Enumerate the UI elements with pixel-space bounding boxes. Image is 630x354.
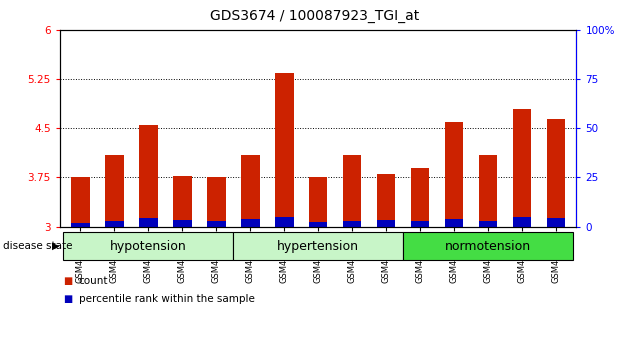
Bar — [241, 219, 260, 227]
Bar — [547, 119, 565, 227]
Bar — [513, 109, 532, 227]
Bar — [479, 221, 498, 227]
Bar — [445, 219, 464, 227]
Text: ■: ■ — [63, 276, 72, 286]
Bar — [309, 177, 328, 227]
FancyBboxPatch shape — [233, 232, 403, 261]
Bar — [207, 177, 226, 227]
Bar — [377, 220, 396, 227]
Bar — [343, 221, 362, 227]
Bar — [343, 154, 362, 227]
Bar — [71, 177, 89, 227]
Bar — [241, 154, 260, 227]
Bar — [173, 176, 192, 227]
Text: hypertension: hypertension — [277, 240, 359, 252]
Text: disease state: disease state — [3, 241, 72, 251]
Bar — [445, 122, 464, 227]
Bar — [513, 217, 532, 227]
Text: count: count — [79, 276, 108, 286]
Bar — [411, 221, 430, 227]
Bar — [411, 168, 430, 227]
Text: ▶: ▶ — [52, 241, 59, 251]
Bar — [207, 221, 226, 227]
Text: percentile rank within the sample: percentile rank within the sample — [79, 294, 255, 304]
Text: normotension: normotension — [445, 240, 531, 252]
Bar — [377, 174, 396, 227]
Bar — [309, 222, 328, 227]
Text: GDS3674 / 100087923_TGI_at: GDS3674 / 100087923_TGI_at — [210, 9, 420, 23]
Bar — [139, 125, 158, 227]
Bar — [275, 73, 294, 227]
FancyBboxPatch shape — [403, 232, 573, 261]
Bar — [71, 223, 89, 227]
Bar — [105, 221, 123, 227]
Bar — [547, 218, 565, 227]
Bar — [275, 217, 294, 227]
Bar — [139, 218, 158, 227]
Bar — [479, 154, 498, 227]
Bar — [105, 154, 123, 227]
Text: hypotension: hypotension — [110, 240, 186, 252]
FancyBboxPatch shape — [63, 232, 233, 261]
Text: ■: ■ — [63, 294, 72, 304]
Bar — [173, 220, 192, 227]
